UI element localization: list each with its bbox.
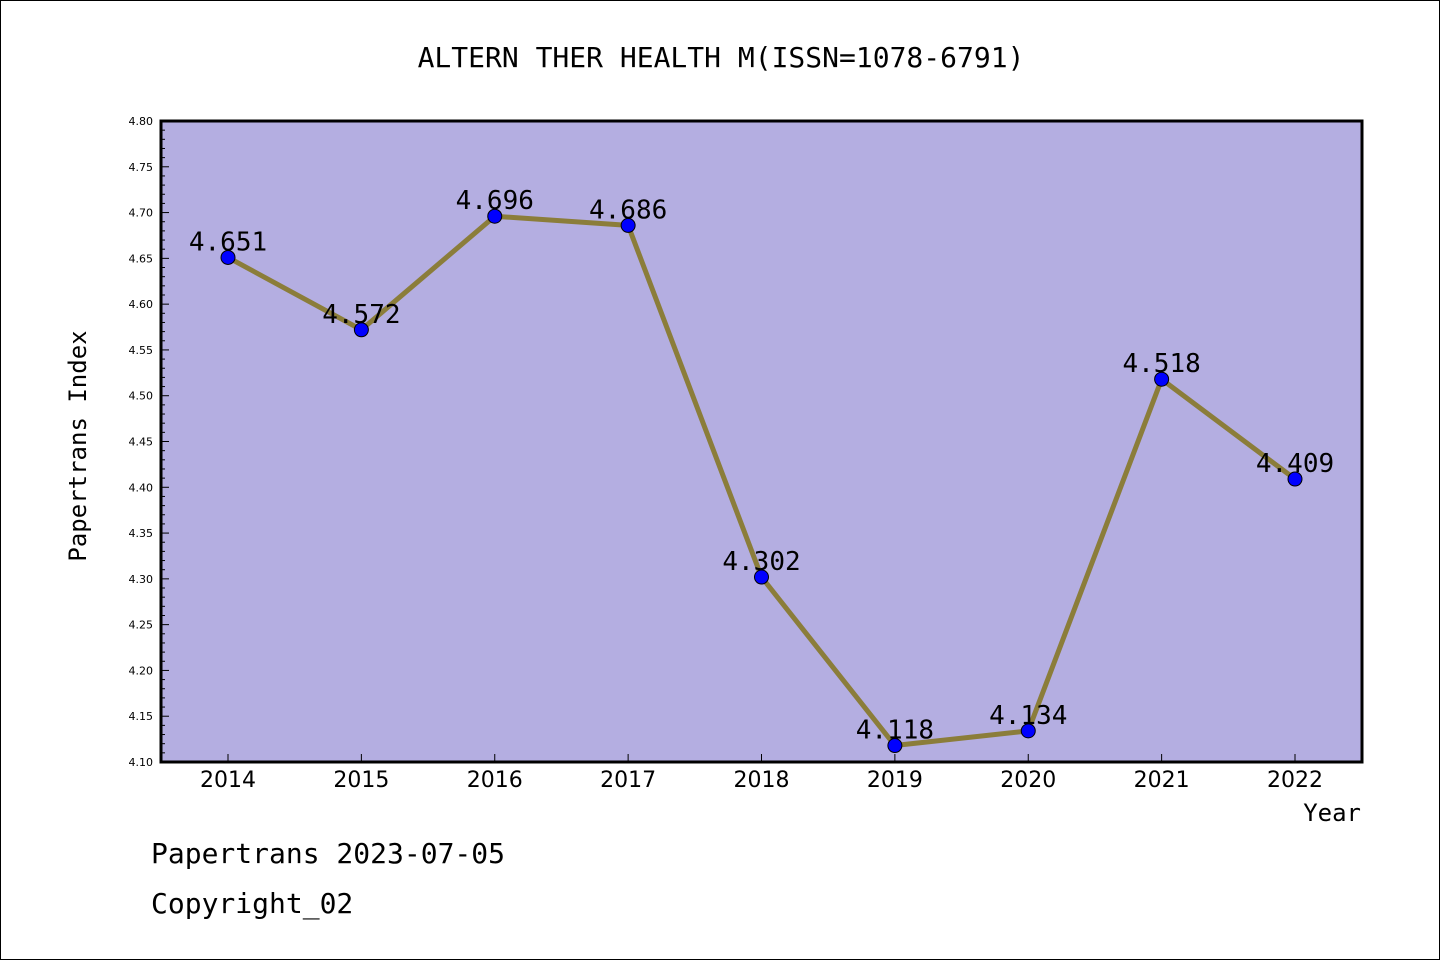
data-label: 4.118	[856, 716, 934, 746]
y-tick-label: 4.65	[129, 252, 154, 265]
y-tick-label: 4.50	[129, 390, 154, 403]
y-tick-label: 4.75	[129, 161, 154, 174]
data-label: 4.134	[989, 701, 1067, 731]
x-tick-label: 2018	[734, 768, 790, 793]
y-tick-label: 4.25	[129, 619, 154, 632]
data-label: 4.572	[322, 300, 400, 330]
data-point	[754, 569, 769, 585]
data-point	[1287, 471, 1303, 487]
data-label: 4.302	[722, 547, 800, 577]
x-tick-label: 2015	[333, 768, 389, 793]
data-markers	[220, 208, 1303, 754]
data-label: 4.409	[1256, 449, 1334, 479]
y-tick-label: 4.35	[129, 527, 154, 540]
x-tick-label: 2017	[600, 768, 656, 793]
x-axis-label: Year	[1303, 799, 1361, 827]
y-tick-label: 4.40	[129, 481, 154, 494]
x-tick-label: 2020	[1000, 768, 1056, 793]
data-point	[353, 322, 369, 338]
x-tick-label: 2021	[1134, 768, 1190, 793]
x-tick-label: 2019	[867, 768, 923, 793]
x-tick-label: 2014	[200, 768, 256, 793]
y-axis-label: Papertrans Index	[64, 330, 92, 561]
x-tick-label: 2016	[467, 768, 523, 793]
y-tick-label: 4.10	[129, 756, 154, 769]
y-tick-label: 4.80	[129, 115, 154, 128]
y-axis: 4.10 4.15 4.20 4.25 4.30 4.35 4.40 4.45 4.50 4.55…	[129, 115, 169, 769]
x-tick-label: 2022	[1267, 768, 1323, 793]
x-axis: 2014 2015 2016 2017 2018 2019 2020 2021 2022	[200, 754, 1323, 793]
data-point	[887, 738, 903, 754]
data-label: 4.518	[1122, 349, 1200, 379]
y-tick-label: 4.15	[129, 710, 154, 723]
data-label: 4.686	[589, 195, 667, 225]
data-label: 4.696	[456, 186, 534, 216]
data-point	[1154, 371, 1170, 387]
footer-date: Papertrans 2023-07-05	[151, 837, 506, 870]
data-point	[1020, 723, 1036, 739]
data-point	[487, 208, 503, 224]
data-point	[620, 217, 636, 233]
y-tick-label: 4.60	[129, 298, 154, 311]
y-tick-label: 4.45	[129, 436, 154, 449]
y-tick-label: 4.20	[129, 664, 154, 677]
chart-title: ALTERN THER HEALTH M(ISSN=1078-6791)	[418, 41, 1025, 74]
y-tick-label: 4.70	[129, 207, 154, 220]
y-tick-label: 4.30	[129, 573, 154, 586]
plot-area	[159, 119, 1364, 764]
footer-copyright: Copyright_02	[151, 887, 354, 920]
y-tick-label: 4.55	[129, 344, 154, 357]
data-label: 4.651	[189, 227, 267, 257]
data-labels: 4.651 4.572 4.696 4.686 4.302 4.118 4.134 4.518…	[189, 186, 1334, 745]
data-point	[220, 249, 236, 265]
